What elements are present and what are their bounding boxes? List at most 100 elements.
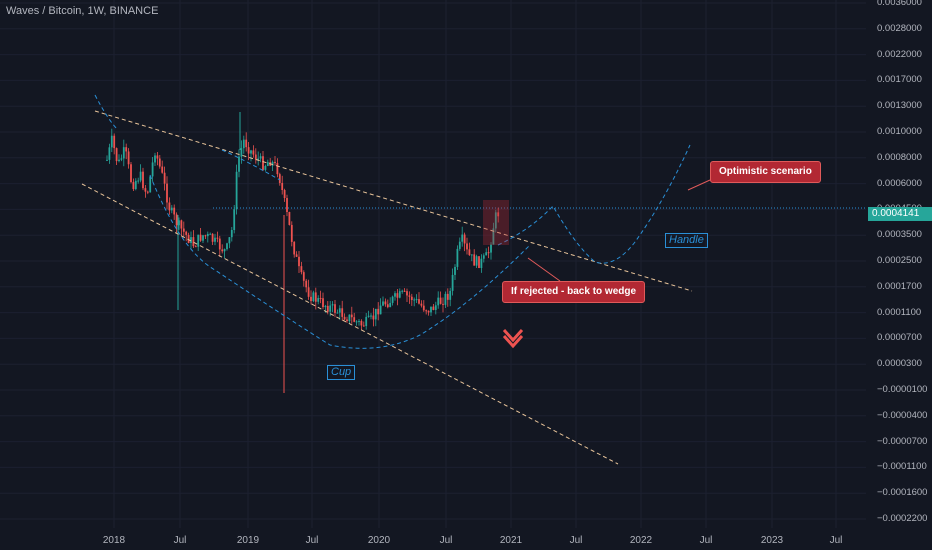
callout-if-rejected[interactable]: If rejected - back to wedge <box>502 281 646 303</box>
candle-body <box>394 293 396 297</box>
candle-body <box>202 235 204 241</box>
candle-body <box>144 188 147 192</box>
candle-body <box>473 254 476 266</box>
candle-body <box>156 155 159 159</box>
candle-body <box>283 190 286 199</box>
candle-body <box>434 305 437 310</box>
callout-pointer-rejected <box>527 257 561 282</box>
candle-body <box>264 165 267 170</box>
candle-body <box>341 308 344 317</box>
price-axis-tick: 0.0002500 <box>877 255 922 266</box>
candle-body <box>403 290 406 292</box>
candle-body <box>324 305 327 308</box>
candle-body <box>122 147 125 159</box>
time-axis-tick: Jul <box>439 535 453 546</box>
candle-body <box>307 287 310 297</box>
price-axis-tick: 0.0036000 <box>877 0 922 8</box>
price-axis-tick: −0.0000100 <box>877 384 928 395</box>
candle-body <box>110 135 113 148</box>
candle-body <box>278 174 281 183</box>
candle-body <box>480 258 483 268</box>
time-axis-tick: 2019 <box>236 535 260 546</box>
candle-body <box>490 244 492 253</box>
candle-body <box>497 212 500 217</box>
price-axis-tick: 0.0001100 <box>877 306 922 318</box>
price-axis-tick: 0.0022000 <box>877 48 922 60</box>
price-axis-tick: −0.0002200 <box>877 513 928 524</box>
candle-body <box>329 305 332 312</box>
price-axis-tick: 0.0028000 <box>877 22 922 34</box>
candle-body <box>314 292 317 302</box>
candle-body <box>456 248 459 267</box>
candle-body <box>106 159 108 161</box>
candle-body <box>494 212 497 229</box>
candle-body <box>120 158 123 160</box>
symbol-title[interactable]: Waves / Bitcoin, 1W, BINANCE <box>6 5 159 17</box>
candle-body <box>485 252 488 256</box>
label-handle[interactable]: Handle <box>665 233 708 248</box>
candle-body <box>180 220 183 229</box>
candle-body <box>362 325 365 327</box>
candle-body <box>461 234 464 242</box>
candle-body <box>125 147 128 152</box>
candle-body <box>250 150 252 154</box>
candlestick-series <box>106 112 500 393</box>
candle-body <box>442 303 444 305</box>
breakout-highlight-box <box>483 200 509 245</box>
candle-body <box>458 241 461 249</box>
candle-body <box>317 298 320 302</box>
price-axis-tick: 0.0006000 <box>877 177 922 189</box>
candle-body <box>252 150 255 155</box>
candle-body <box>439 297 442 304</box>
candle-body <box>288 212 291 225</box>
candle-body <box>197 234 200 247</box>
candle-body <box>437 297 440 306</box>
candle-body <box>115 148 118 162</box>
candle-body <box>137 180 140 182</box>
candle-body <box>175 214 178 226</box>
candle-body <box>178 220 180 226</box>
candle-body <box>454 266 456 275</box>
candle-body <box>254 154 257 160</box>
time-axis-tick: 2020 <box>367 535 391 546</box>
candle-body <box>146 191 149 193</box>
candle-body <box>127 151 130 165</box>
candle-body <box>487 252 490 254</box>
candle-body <box>331 304 334 306</box>
time-axis-tick: Jul <box>699 535 713 546</box>
price-axis-tick: −0.0001100 <box>877 461 927 473</box>
price-axis-tick: 0.0017000 <box>877 74 922 86</box>
candle-body <box>240 148 243 157</box>
callout-pointer-optimistic <box>687 179 711 191</box>
candle-body <box>235 171 238 210</box>
candle-body <box>425 310 428 312</box>
cup-left-start <box>94 94 119 131</box>
callout-optimistic-scenario[interactable]: Optimistic scenario <box>710 161 821 183</box>
candle-body <box>242 139 245 149</box>
candle-body <box>379 305 382 315</box>
candle-body <box>463 234 466 244</box>
candle-body <box>118 159 120 162</box>
candle-body <box>192 237 195 247</box>
candle-body <box>432 306 435 310</box>
candle-body <box>422 305 425 311</box>
candle-body <box>194 246 197 248</box>
price-axis-tick: 0.0013000 <box>877 100 922 112</box>
time-axis-tick: Jul <box>305 535 319 546</box>
candle-body <box>245 139 248 148</box>
time-axis-tick: Jul <box>829 535 843 546</box>
time-axis-tick: 2018 <box>102 535 126 546</box>
candle-body <box>367 315 370 317</box>
candle-body <box>338 308 341 313</box>
candle-body <box>413 299 416 301</box>
candle-body <box>257 158 260 160</box>
candle-body <box>166 183 168 203</box>
candle-body <box>310 296 312 302</box>
candle-body <box>449 290 452 300</box>
label-cup[interactable]: Cup <box>327 365 356 380</box>
candle-body <box>350 314 353 318</box>
candle-body <box>209 233 212 235</box>
candle-body <box>358 320 360 322</box>
